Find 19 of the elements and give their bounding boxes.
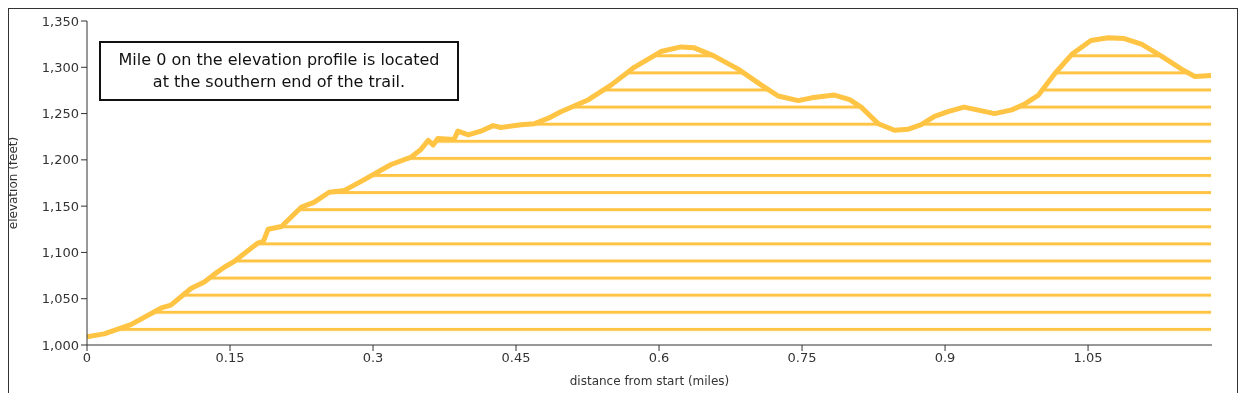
x-tick-label: 0.45 [501, 350, 531, 366]
y-tick-label: 1,300 [41, 59, 79, 75]
x-tick-label: 1.05 [1073, 350, 1103, 366]
x-tick-label: 0.9 [934, 350, 956, 366]
x-tick-label: 0.75 [787, 350, 817, 366]
y-tick-label: 1,100 [41, 245, 79, 261]
annotation: Mile 0 on the elevation profile is located at the southern end of the trail. [99, 41, 459, 101]
y-tick-label: 1,000 [41, 337, 79, 353]
x-axis-title: distance from start (miles) [569, 374, 730, 388]
x-tick-label: 0.3 [362, 350, 384, 366]
y-tick-label: 1,250 [41, 106, 79, 122]
x-tick-label: 0 [82, 350, 92, 366]
y-tick-label: 1,150 [41, 198, 79, 214]
y-tick-label: 1,350 [41, 13, 79, 29]
y-tick-label: 1,200 [41, 152, 79, 168]
x-tick-label: 0.15 [215, 350, 245, 366]
y-axis-title: elevation (feet) [6, 136, 21, 230]
y-tick-label: 1,050 [41, 291, 79, 307]
x-tick-label: 0.6 [648, 350, 670, 366]
